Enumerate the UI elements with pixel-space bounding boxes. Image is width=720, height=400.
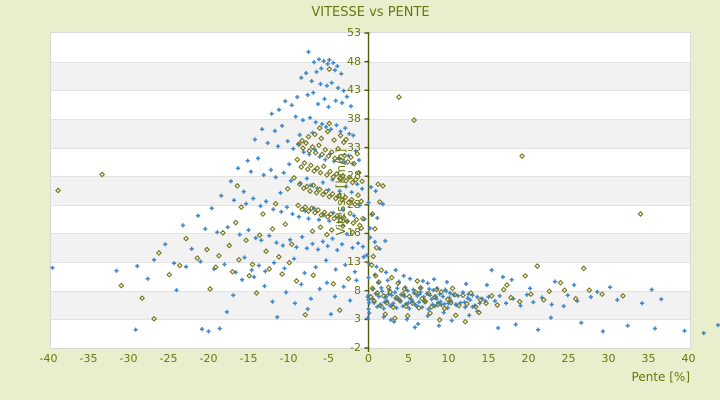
y-tick-label: -2 xyxy=(350,341,361,354)
y-tick-label: 48 xyxy=(347,54,361,68)
plot-area: 53 48 43 38 33 28 23 18 13 8 3 -2 xyxy=(50,27,720,354)
x-tick-label: -10 xyxy=(279,352,298,365)
y-tick-label: 53 xyxy=(347,26,361,39)
x-tick-label: 20 xyxy=(521,352,536,365)
x-tick-label: -5 xyxy=(323,352,334,365)
x-axis-title: Pente [%] xyxy=(631,370,690,384)
gridline xyxy=(51,118,690,120)
plot-band xyxy=(51,147,690,177)
x-tick-label: 40 xyxy=(681,352,696,365)
y-tick-label: 8 xyxy=(354,283,361,297)
x-tick-label: 25 xyxy=(561,352,576,365)
plot-band xyxy=(51,33,690,62)
x-tick-label: 35 xyxy=(641,352,656,365)
y-tick-label: 33 xyxy=(347,140,361,154)
x-tick-label: -20 xyxy=(199,352,218,365)
plot-band xyxy=(51,61,690,91)
x-tick-label: -15 xyxy=(239,352,258,365)
gridline xyxy=(51,90,690,92)
gridline xyxy=(51,319,690,321)
x-tick-label: 5 xyxy=(405,352,412,365)
plot-band xyxy=(51,90,690,119)
chart-title: VITESSE vs PENTE xyxy=(311,5,430,20)
plot-band xyxy=(51,118,690,148)
x-tick-label: -25 xyxy=(159,352,178,365)
plot-band xyxy=(51,319,690,348)
x-tick-label: -35 xyxy=(79,352,98,365)
gridline xyxy=(51,176,690,178)
y-tick-label: 13 xyxy=(347,255,361,269)
y-tick-label: 3 xyxy=(354,312,361,326)
scatter-canvas xyxy=(50,32,720,352)
gridline xyxy=(51,233,690,235)
x-tick-label: -40 xyxy=(39,352,58,365)
gridline xyxy=(51,61,690,63)
series-olive-diamond-points xyxy=(55,66,644,325)
x-tick-label: -30 xyxy=(119,352,138,365)
y-axis-title: Vitesse [km/h] xyxy=(334,148,348,236)
gridline xyxy=(51,262,690,264)
x-tick-label: 30 xyxy=(601,352,616,365)
x-tick-label: 0 xyxy=(365,352,372,365)
gridline xyxy=(51,290,690,292)
y-tick-label: 43 xyxy=(347,83,361,97)
series-blue-plus-points xyxy=(50,49,720,336)
x-tick-label: 10 xyxy=(441,352,456,365)
y-tick-label: 38 xyxy=(347,111,361,125)
gridline xyxy=(51,204,690,206)
gridline xyxy=(51,147,690,149)
plot-band xyxy=(51,176,690,205)
x-tick-label: 15 xyxy=(481,352,496,365)
